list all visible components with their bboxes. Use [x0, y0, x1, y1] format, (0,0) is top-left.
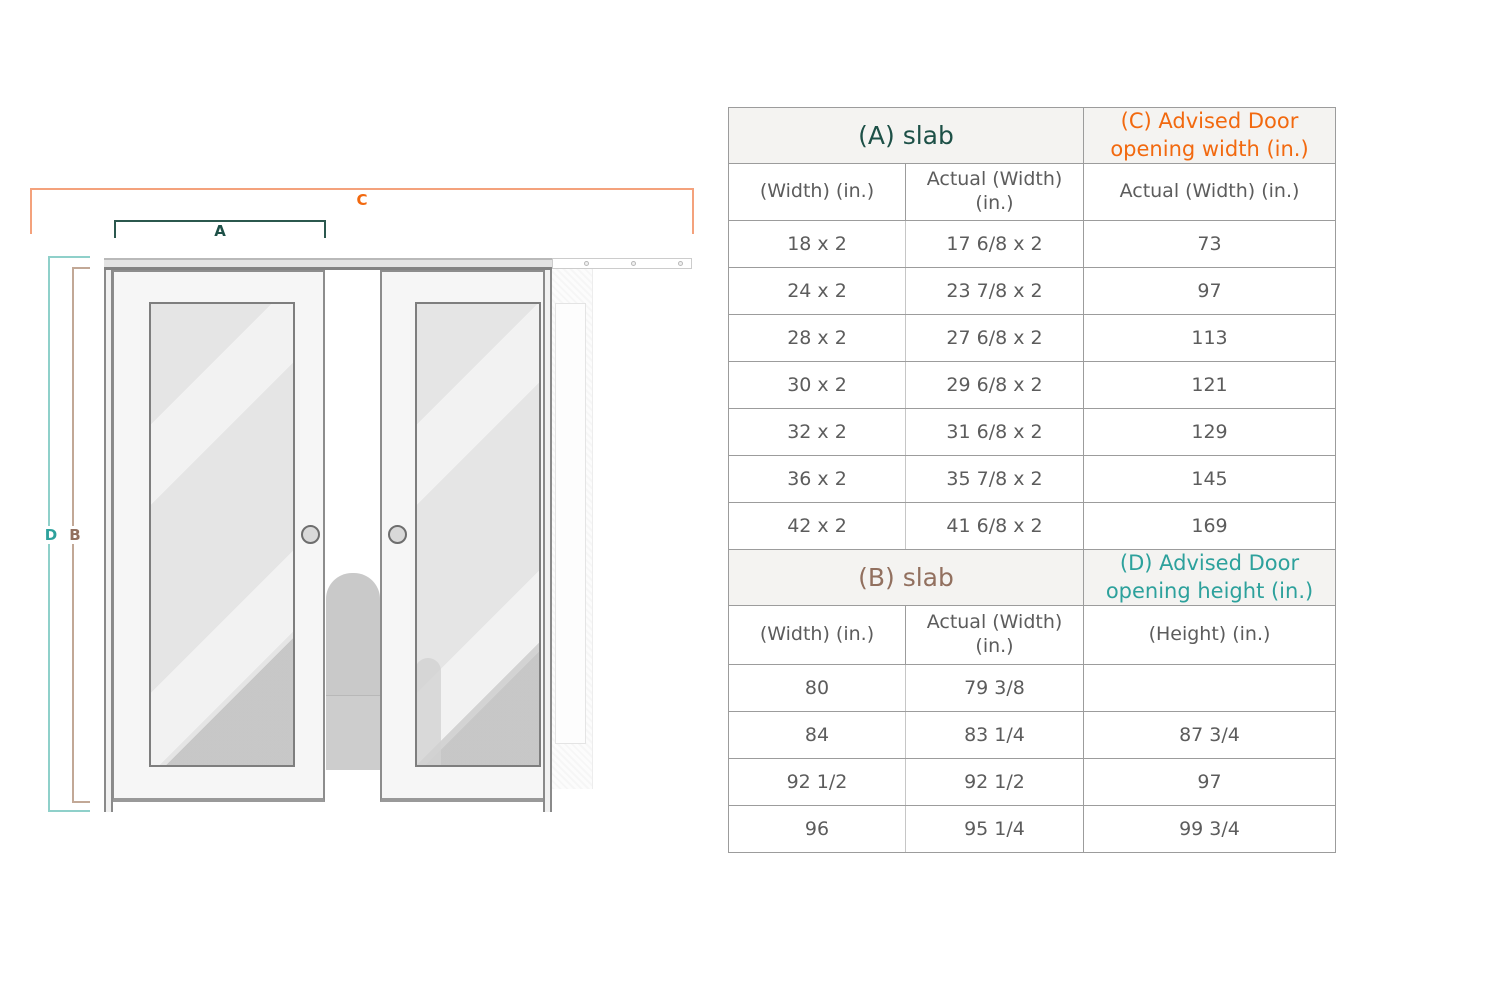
nominal-width-cell: 42 x 2 — [728, 502, 906, 550]
opening-width-cell: 145 — [1083, 455, 1336, 503]
left-door-glass-panel — [149, 302, 295, 767]
actual-height-cell: 79 3/8 — [905, 664, 1084, 712]
section-b-header-row: (B) slab (D) Advised Door opening height… — [728, 549, 1336, 606]
dimension-c-label: C — [356, 191, 368, 209]
table-row: 30 x 2 29 6/8 x 2 121 — [728, 361, 1336, 409]
dimension-c-tick-right — [692, 188, 694, 234]
nominal-width-cell: 30 x 2 — [728, 361, 906, 409]
chair-through-glass-silhouette — [417, 658, 441, 765]
opening-width-cell: 121 — [1083, 361, 1336, 409]
opening-width-cell: 129 — [1083, 408, 1336, 456]
actual-width-cell: 17 6/8 x 2 — [905, 220, 1084, 268]
actual-height-cell: 92 1/2 — [905, 758, 1084, 806]
right-door-glass-panel — [415, 302, 541, 767]
column-header: (Width) (in.) — [728, 163, 906, 221]
actual-width-cell: 27 6/8 x 2 — [905, 314, 1084, 362]
advised-height-header: (D) Advised Door opening height (in.) — [1083, 549, 1336, 606]
section-a-subheader-row: (Width) (in.) Actual (Width) (in.) Actua… — [728, 163, 1336, 221]
slab-a-header: (A) slab — [728, 107, 1084, 164]
nominal-height-cell: 96 — [728, 805, 906, 853]
opening-width-cell: 169 — [1083, 502, 1336, 550]
table-row: 28 x 2 27 6/8 x 2 113 — [728, 314, 1336, 362]
left-door-slab — [112, 270, 325, 802]
nominal-height-cell: 92 1/2 — [728, 758, 906, 806]
frame-header-track — [104, 258, 552, 270]
nominal-width-cell: 28 x 2 — [728, 314, 906, 362]
opening-height-cell: 99 3/4 — [1083, 805, 1336, 853]
dimension-d-tick-bottom — [48, 810, 90, 812]
track-screw-icon — [631, 261, 636, 266]
actual-width-cell: 35 7/8 x 2 — [905, 455, 1084, 503]
chair-back-silhouette — [326, 573, 380, 695]
chair-base-silhouette — [326, 695, 380, 770]
nominal-width-cell: 18 x 2 — [728, 220, 906, 268]
track-screw-icon — [678, 261, 683, 266]
dimension-c-line — [30, 188, 694, 190]
dimension-a-line — [114, 220, 326, 222]
actual-height-cell: 83 1/4 — [905, 711, 1084, 759]
nominal-width-cell: 24 x 2 — [728, 267, 906, 315]
column-header: (Height) (in.) — [1083, 605, 1336, 665]
right-door-slab — [380, 270, 547, 802]
table-row: 42 x 2 41 6/8 x 2 169 — [728, 502, 1336, 550]
dimension-b-label: B — [66, 526, 84, 544]
opening-height-cell — [1083, 664, 1336, 712]
dimension-a-tick-left — [114, 220, 116, 238]
column-header: (Width) (in.) — [728, 605, 906, 665]
opening-width-cell: 113 — [1083, 314, 1336, 362]
table-row: 92 1/2 92 1/2 97 — [728, 758, 1336, 806]
door-sizing-table: (A) slab (C) Advised Door opening width … — [728, 107, 1336, 853]
actual-height-cell: 95 1/4 — [905, 805, 1084, 853]
slab-b-header: (B) slab — [728, 549, 1084, 606]
track-screw-icon — [584, 261, 589, 266]
dimension-c-tick-left — [30, 188, 32, 234]
nominal-width-cell: 36 x 2 — [728, 455, 906, 503]
table-row: 24 x 2 23 7/8 x 2 97 — [728, 267, 1336, 315]
actual-width-cell: 41 6/8 x 2 — [905, 502, 1084, 550]
table-row: 96 95 1/4 99 3/4 — [728, 805, 1336, 853]
column-header: Actual (Width) (in.) — [905, 163, 1084, 221]
table-row: 32 x 2 31 6/8 x 2 129 — [728, 408, 1336, 456]
right-door-jamb — [543, 258, 552, 812]
nominal-height-cell: 80 — [728, 664, 906, 712]
table-row: 18 x 2 17 6/8 x 2 73 — [728, 220, 1336, 268]
room-furniture-silhouette — [326, 573, 380, 770]
advised-width-header: (C) Advised Door opening width (in.) — [1083, 107, 1336, 164]
table-row: 36 x 2 35 7/8 x 2 145 — [728, 455, 1336, 503]
dimension-b-tick-top — [72, 267, 90, 269]
left-door-pull-icon — [301, 525, 320, 544]
actual-width-cell: 29 6/8 x 2 — [905, 361, 1084, 409]
dimension-b-tick-bottom — [72, 801, 90, 803]
section-b-subheader-row: (Width) (in.) Actual (Width) (in.) (Heig… — [728, 605, 1336, 665]
right-door-pull-icon — [388, 525, 407, 544]
actual-width-cell: 23 7/8 x 2 — [905, 267, 1084, 315]
nominal-height-cell: 84 — [728, 711, 906, 759]
table-row: 80 79 3/8 — [728, 664, 1336, 712]
dimension-a-tick-right — [324, 220, 326, 238]
dimension-a-label: A — [214, 222, 226, 240]
opening-height-cell: 97 — [1083, 758, 1336, 806]
section-a-header-row: (A) slab (C) Advised Door opening width … — [728, 107, 1336, 164]
pocket-track-rail — [552, 258, 692, 269]
nominal-width-cell: 32 x 2 — [728, 408, 906, 456]
opening-width-cell: 97 — [1083, 267, 1336, 315]
dimension-d-label: D — [42, 526, 60, 544]
opening-width-cell: 73 — [1083, 220, 1336, 268]
column-header: Actual (Width) (in.) — [905, 605, 1084, 665]
actual-width-cell: 31 6/8 x 2 — [905, 408, 1084, 456]
table-row: 84 83 1/4 87 3/4 — [728, 711, 1336, 759]
opening-height-cell: 87 3/4 — [1083, 711, 1336, 759]
column-header: Actual (Width) (in.) — [1083, 163, 1336, 221]
dimension-d-tick-top — [48, 256, 90, 258]
left-door-jamb — [104, 258, 113, 812]
hidden-pocket-slab-outline — [555, 303, 586, 744]
